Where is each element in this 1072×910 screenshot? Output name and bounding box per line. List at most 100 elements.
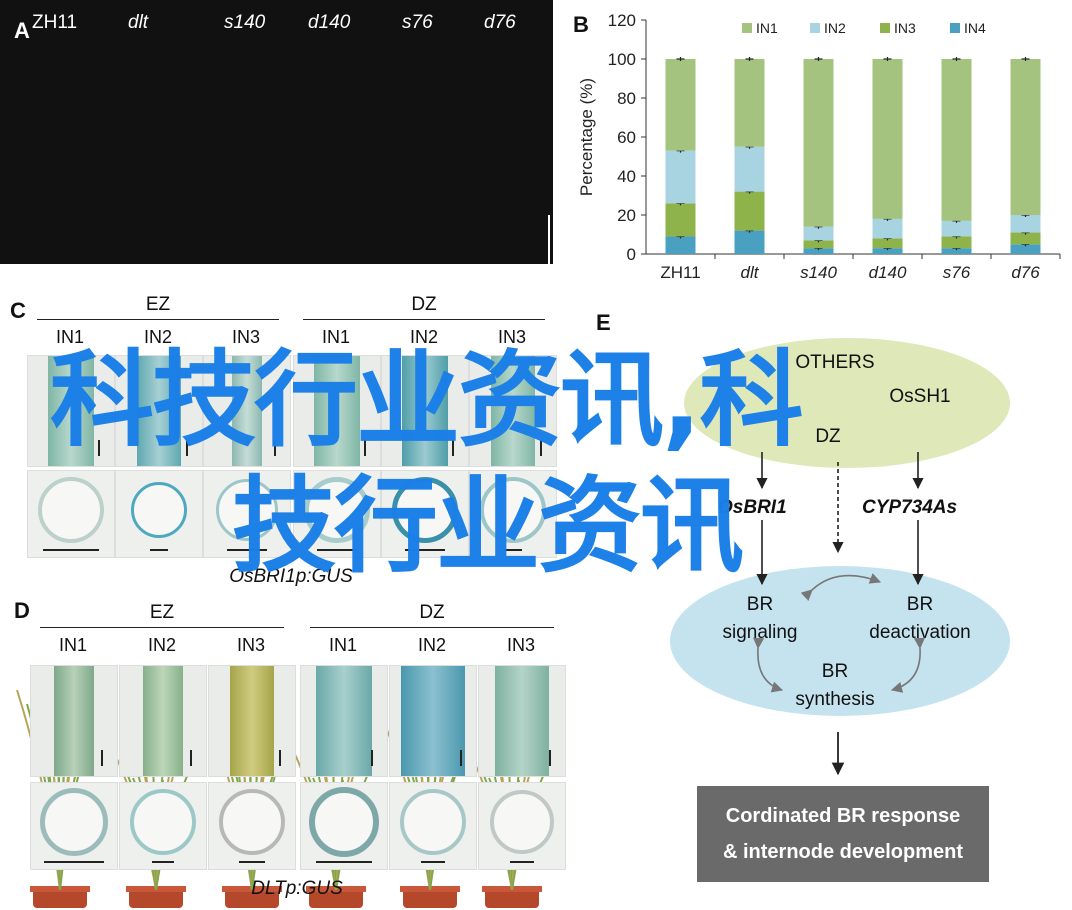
stem-cross-section-ring [304, 477, 370, 543]
legend-swatch-IN3 [880, 23, 890, 33]
scale-bar [44, 861, 104, 863]
photo-scale-bar [548, 215, 550, 265]
scale-bar [510, 861, 534, 863]
cross-section [203, 470, 291, 558]
stem-cross-section-ring [480, 477, 546, 543]
watermark-line2: 技行业资讯 [232, 465, 744, 587]
column-label-IN1: IN1 [55, 327, 84, 347]
group-underline [303, 319, 545, 320]
bar-segment-IN1 [803, 59, 834, 227]
column-label-IN2: IN2 [417, 635, 446, 655]
bar-segment-IN2 [872, 218, 903, 239]
legend-swatch-IN4 [950, 23, 960, 33]
arrow-deactivation-synthesis [890, 637, 926, 693]
stem-cross-section-ring [216, 479, 278, 541]
scale-bar [274, 440, 276, 456]
regulator-ellipse [684, 338, 1010, 468]
watermark-line1: 科技行业资讯,科 [50, 339, 804, 461]
scale-bar [452, 440, 454, 456]
scale-bar [150, 549, 168, 551]
stem-section [48, 356, 94, 466]
br-signaling-line1: BR [746, 594, 774, 615]
panel-label-a: A [14, 18, 30, 43]
legend-swatch-IN1 [742, 23, 752, 33]
panel-caption: OsBRI1p:GUS [229, 566, 353, 587]
bar-segment-IN1 [734, 59, 765, 147]
br-deactivation-line1: BR [906, 594, 934, 615]
stem-cross-section-ring [219, 789, 285, 855]
scale-bar [317, 549, 357, 551]
column-label-IN1: IN1 [328, 635, 357, 655]
stem-cross-section-ring [309, 787, 379, 857]
column-label-IN2: IN2 [143, 327, 172, 347]
cross-section [469, 470, 557, 558]
scale-bar [421, 861, 445, 863]
cross-section [119, 782, 207, 870]
scale-bar [504, 549, 522, 551]
y-tick-label: 80 [617, 89, 636, 108]
stem-cross-section-ring [131, 482, 187, 538]
scale-bar [540, 440, 542, 456]
column-label-IN3: IN3 [497, 327, 526, 347]
longitudinal-section [381, 355, 469, 467]
column-label-IN3: IN3 [231, 327, 260, 347]
scale-bar [405, 549, 445, 551]
panel-label-c: C [10, 298, 26, 323]
stem-section [230, 666, 274, 776]
stem-section [137, 356, 181, 466]
y-tick-label: 120 [608, 11, 636, 30]
bar-segment-IN3 [734, 191, 765, 231]
longitudinal-section [293, 355, 381, 467]
ossh1-label: OsSH1 [889, 386, 951, 407]
bar-segment-IN4 [803, 248, 834, 254]
scale-bar [190, 750, 192, 766]
column-label-IN3: IN3 [506, 635, 535, 655]
scale-bar [43, 549, 99, 551]
longitudinal-section [115, 355, 203, 467]
br-synthesis-line1: BR [821, 661, 849, 682]
stem-section [495, 666, 549, 776]
cross-section [30, 782, 118, 870]
longitudinal-section [203, 355, 291, 467]
stem-section [491, 356, 535, 466]
y-tick-label: 60 [617, 128, 636, 147]
x-tick-label: ZH11 [660, 263, 700, 282]
br-synthesis-line2: synthesis [795, 689, 875, 710]
stem-section [402, 356, 448, 466]
bar-segment-IN3 [803, 240, 834, 249]
cyp734as-gene-label: CYP734As [862, 497, 958, 518]
longitudinal-section [469, 355, 557, 467]
arrow-signaling-synthesis [752, 637, 784, 693]
group-title-EZ: EZ [149, 602, 175, 623]
x-tick-label: dlt [741, 263, 760, 282]
osbri1-gene-label: OsBRI1 [718, 497, 787, 518]
plant-label-d76: d76 [484, 12, 516, 33]
scale-bar [186, 440, 188, 456]
stem-section [401, 666, 465, 776]
legend-swatch-IN2 [810, 23, 820, 33]
longitudinal-section [27, 355, 115, 467]
scale-bar [239, 861, 265, 863]
scale-bar [152, 861, 174, 863]
bar-segment-IN4 [1010, 244, 1041, 254]
stem-cross-section-ring [490, 790, 554, 854]
longitudinal-section [389, 665, 477, 777]
longitudinal-section [300, 665, 388, 777]
bar-segment-IN1 [1010, 59, 1041, 215]
plant-label-dlt: dlt [128, 12, 149, 33]
panel-label-d: D [14, 598, 30, 623]
group-title-DZ: DZ [411, 294, 437, 315]
dz-label: DZ [815, 426, 841, 447]
bar-segment-IN1 [665, 59, 696, 151]
bar-segment-IN4 [941, 248, 972, 254]
y-tick-label: 20 [617, 206, 636, 225]
scale-bar [460, 750, 462, 766]
stem-section [316, 666, 372, 776]
longitudinal-section [478, 665, 566, 777]
plant-label-d140: d140 [308, 12, 351, 33]
bar-segment-IN2 [803, 226, 834, 241]
column-label-IN1: IN1 [58, 635, 87, 655]
group-title-DZ: DZ [419, 602, 445, 623]
bar-segment-IN3 [665, 203, 696, 237]
legend-label-IN1: IN1 [756, 20, 778, 36]
